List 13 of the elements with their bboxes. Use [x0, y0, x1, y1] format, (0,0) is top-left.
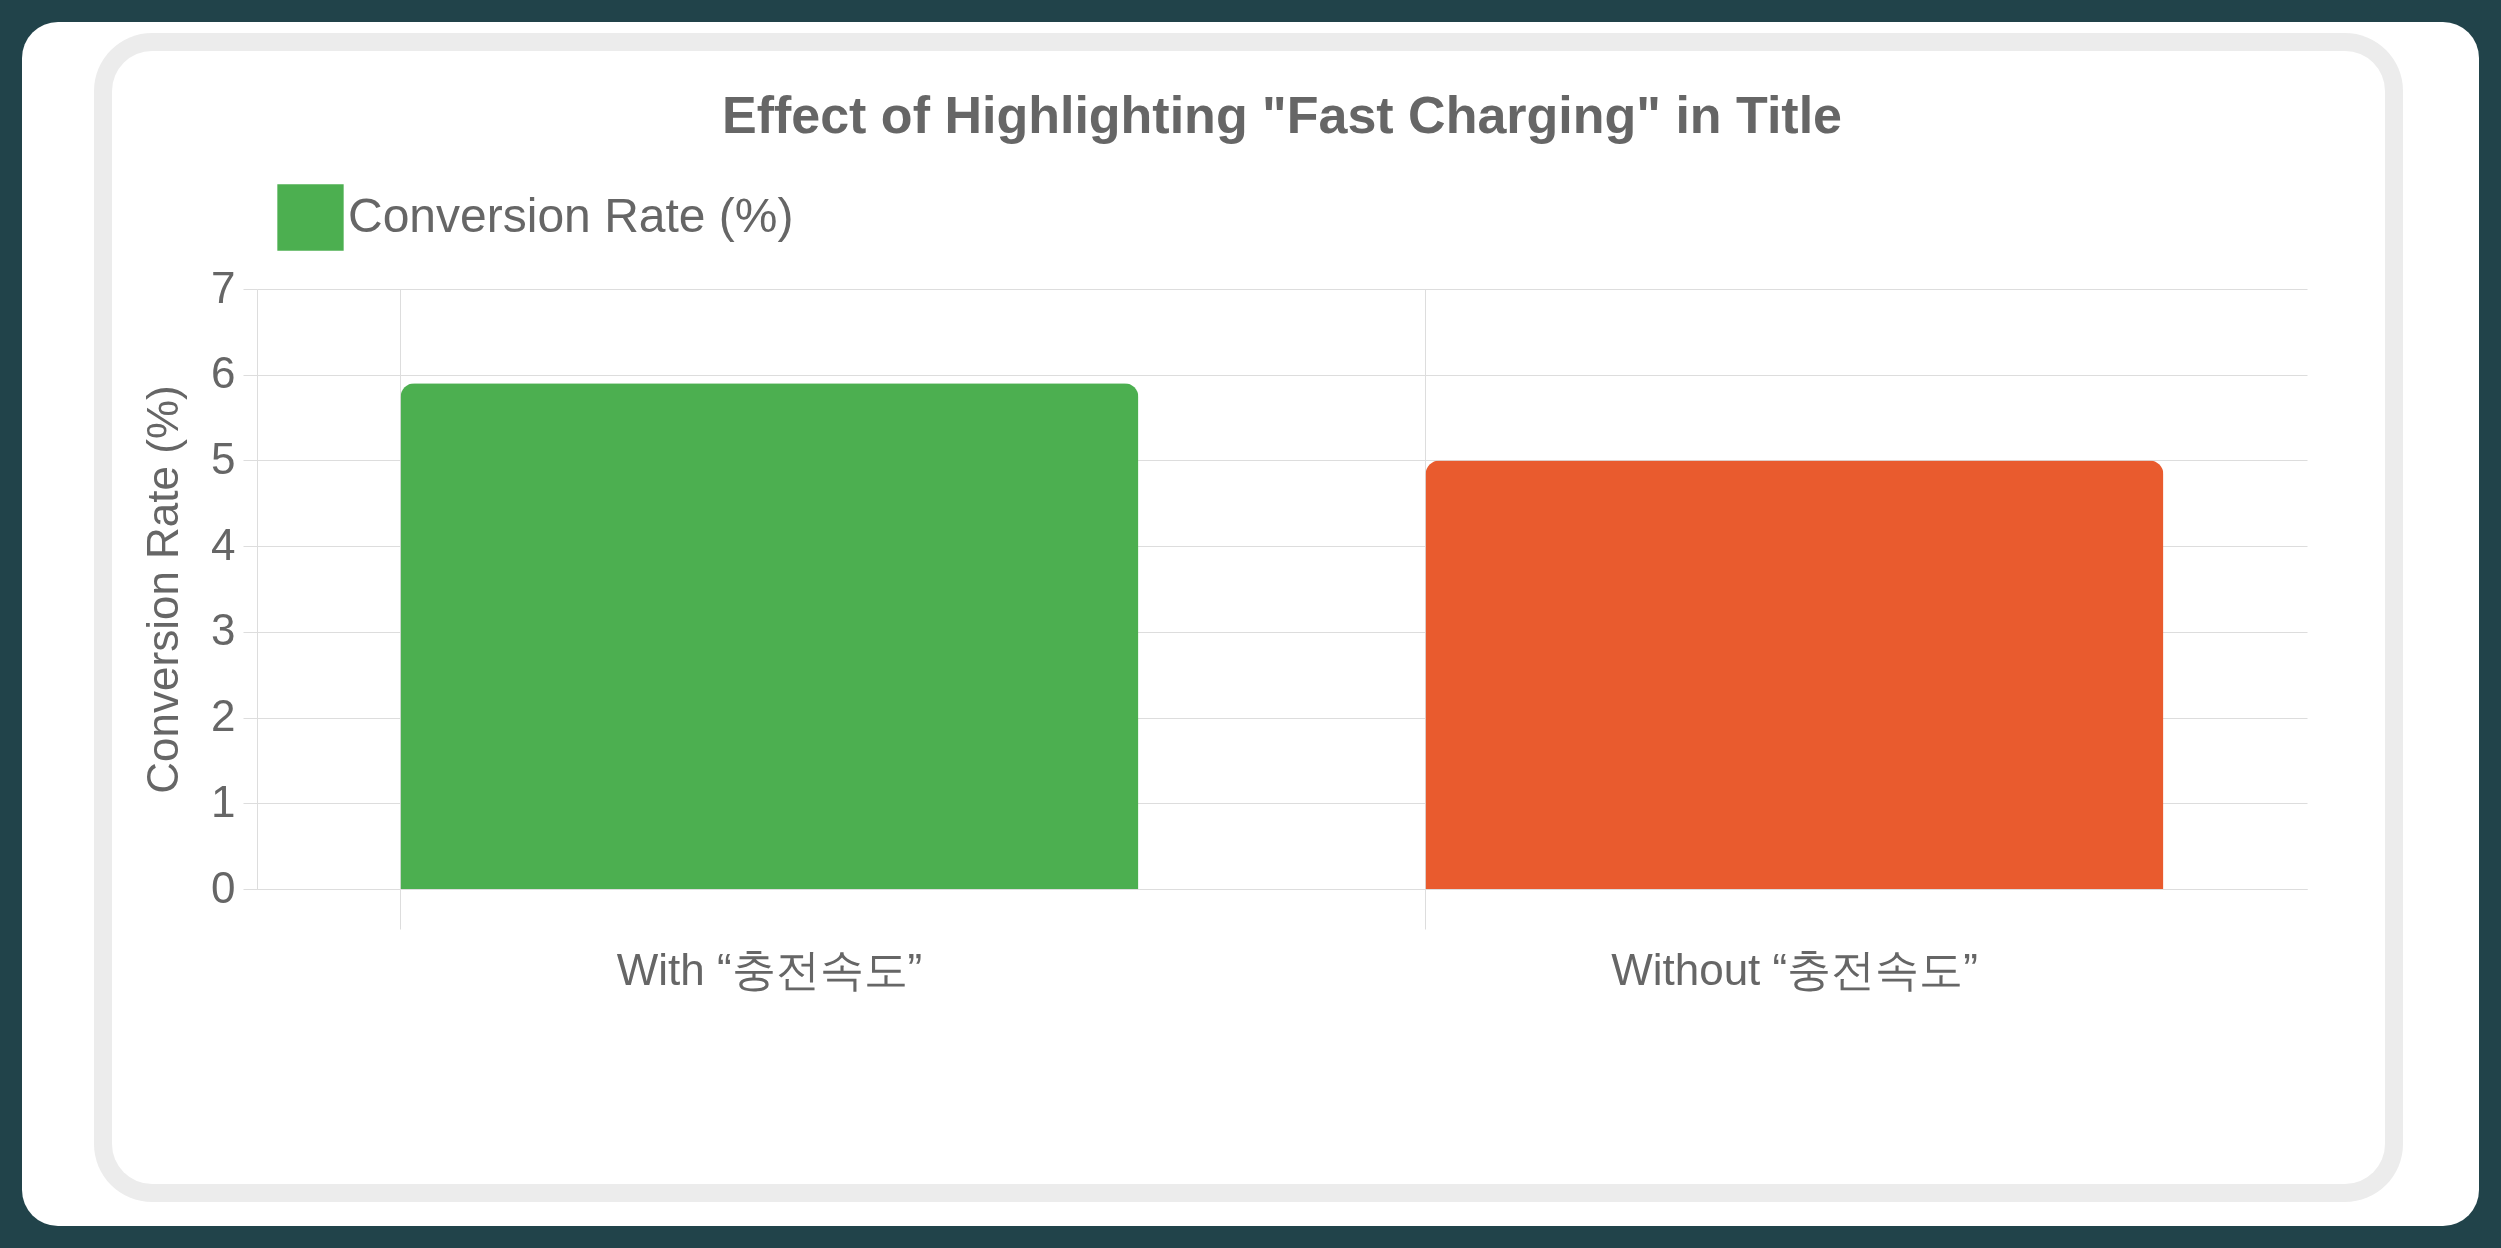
legend-label: Conversion Rate (%): [348, 188, 794, 242]
y-tick-label: 5: [211, 433, 236, 483]
y-tick-label: 1: [211, 776, 236, 826]
y-axis-title: Conversion Rate (%): [138, 385, 188, 794]
y-tick-label: 2: [211, 691, 236, 741]
x-tick-label: Without “충전속도”: [1611, 944, 1978, 994]
y-tick-label: 4: [211, 519, 236, 569]
y-tick-label: 0: [211, 862, 236, 912]
y-tick-label: 6: [211, 348, 236, 398]
chart-title: Effect of Highlighting "Fast Charging" in Title: [721, 86, 1843, 144]
y-tick-label: 3: [211, 605, 236, 655]
y-tick-label: 7: [211, 262, 236, 312]
x-tick-label: With “충전속도”: [616, 944, 923, 994]
